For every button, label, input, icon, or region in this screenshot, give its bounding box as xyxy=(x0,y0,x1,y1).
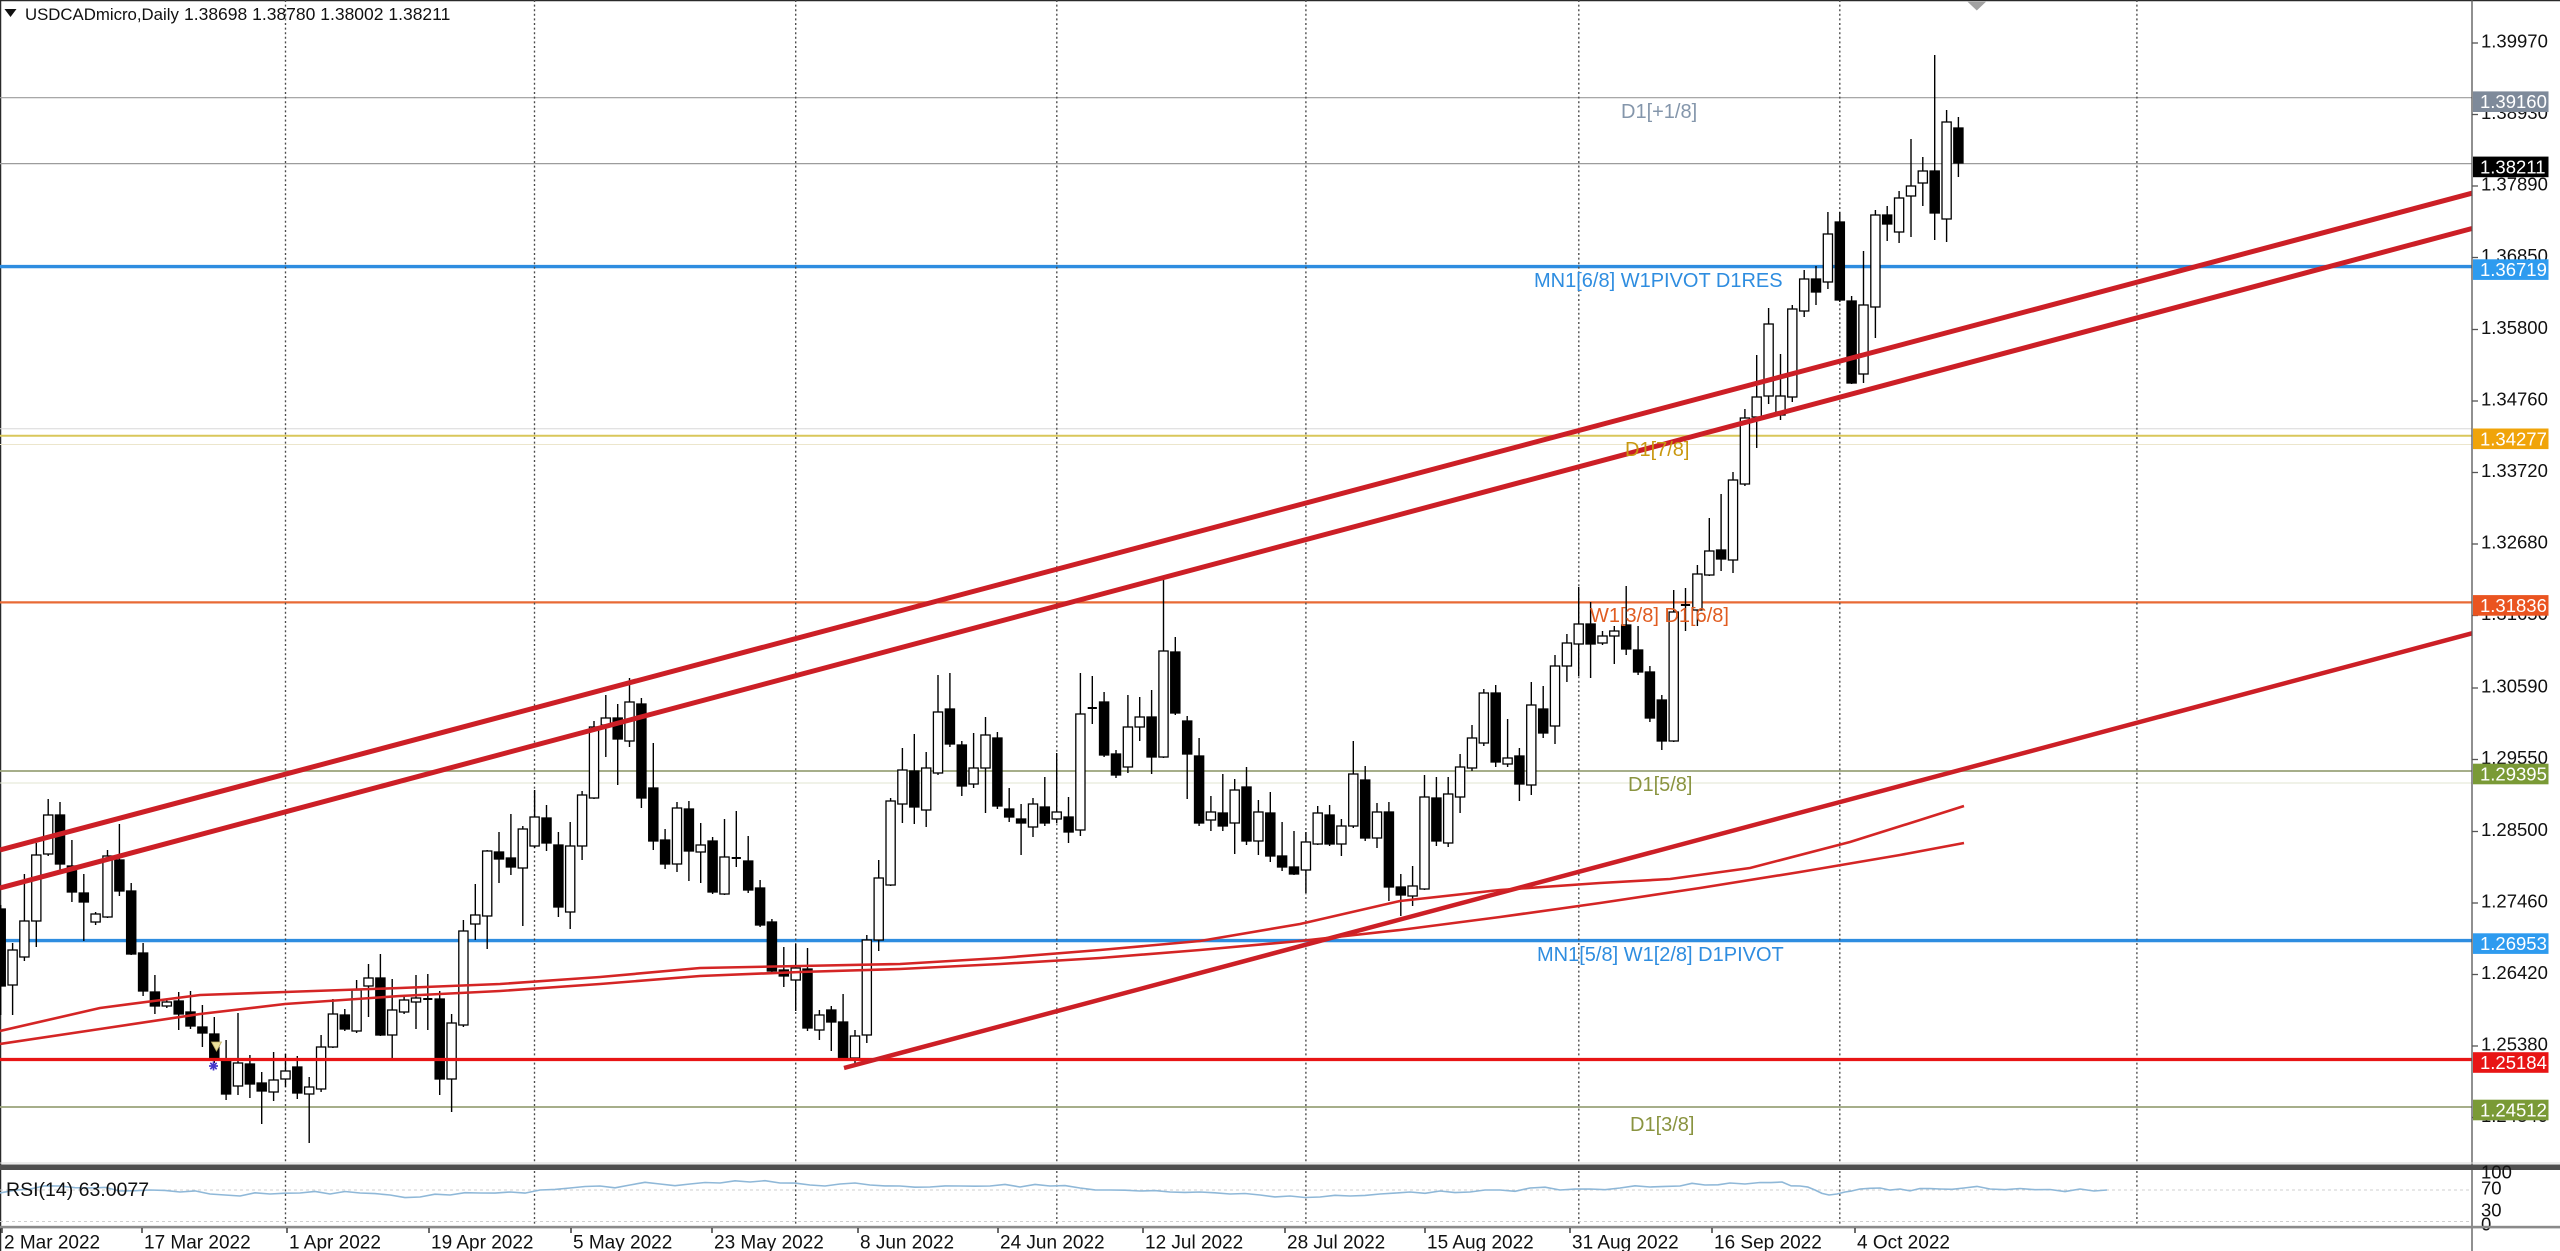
svg-text:100: 100 xyxy=(2481,1162,2512,1183)
svg-text:1.28500: 1.28500 xyxy=(2481,819,2548,840)
svg-text:1.25380: 1.25380 xyxy=(2481,1034,2548,1055)
svg-text:1.39160: 1.39160 xyxy=(2480,91,2547,112)
svg-text:1.31836: 1.31836 xyxy=(2480,595,2547,616)
svg-text:5 May 2022: 5 May 2022 xyxy=(573,1233,672,1251)
svg-text:USDCADmicro,Daily: USDCADmicro,Daily xyxy=(25,5,179,24)
svg-text:D1[+1/8]: D1[+1/8] xyxy=(1621,101,1697,123)
svg-text:28 Jul 2022: 28 Jul 2022 xyxy=(1287,1233,1385,1251)
svg-text:1.34277: 1.34277 xyxy=(2480,428,2547,449)
svg-text:MN1[6/8] W1PIVOT D1RES: MN1[6/8] W1PIVOT D1RES xyxy=(1534,270,1783,292)
svg-text:1.35800: 1.35800 xyxy=(2481,317,2548,338)
svg-text:17 Mar 2022: 17 Mar 2022 xyxy=(144,1233,251,1251)
svg-text:1.32680: 1.32680 xyxy=(2481,532,2548,553)
svg-text:D1[3/8]: D1[3/8] xyxy=(1630,1114,1694,1136)
svg-text:1.39970: 1.39970 xyxy=(2481,31,2548,52)
svg-text:1 Apr 2022: 1 Apr 2022 xyxy=(289,1233,381,1251)
svg-text:1.30590: 1.30590 xyxy=(2481,676,2548,697)
svg-text:1.29395: 1.29395 xyxy=(2480,764,2547,785)
svg-text:1.27460: 1.27460 xyxy=(2481,891,2548,912)
svg-text:23 May 2022: 23 May 2022 xyxy=(714,1233,824,1251)
svg-text:70: 70 xyxy=(2481,1178,2502,1199)
svg-text:1.36719: 1.36719 xyxy=(2480,259,2547,280)
svg-text:D1[7/8]: D1[7/8] xyxy=(1625,439,1689,461)
svg-text:1.24512: 1.24512 xyxy=(2480,1100,2547,1121)
svg-text:1.26420: 1.26420 xyxy=(2481,962,2548,983)
svg-text:24 Jun 2022: 24 Jun 2022 xyxy=(1000,1233,1105,1251)
svg-text:2 Mar 2022: 2 Mar 2022 xyxy=(4,1233,100,1251)
svg-text:8 Jun 2022: 8 Jun 2022 xyxy=(860,1233,954,1251)
svg-text:1.38211: 1.38211 xyxy=(2480,156,2546,177)
svg-text:0: 0 xyxy=(2481,1214,2491,1235)
svg-text:1.25184: 1.25184 xyxy=(2480,1052,2547,1073)
svg-text:16 Sep 2022: 16 Sep 2022 xyxy=(1714,1233,1822,1251)
svg-text:1.37890: 1.37890 xyxy=(2481,174,2548,195)
svg-text:1.33720: 1.33720 xyxy=(2481,460,2548,481)
svg-text:4 Oct 2022: 4 Oct 2022 xyxy=(1857,1233,1950,1251)
svg-text:19 Apr 2022: 19 Apr 2022 xyxy=(431,1233,533,1251)
svg-text:30: 30 xyxy=(2481,1200,2502,1221)
svg-text:D1[5/8]: D1[5/8] xyxy=(1628,774,1692,796)
svg-text:31 Aug 2022: 31 Aug 2022 xyxy=(1572,1233,1679,1251)
svg-text:1.34760: 1.34760 xyxy=(2481,389,2548,410)
svg-text:W1[3/8] D1[6/8]: W1[3/8] D1[6/8] xyxy=(1590,605,1729,627)
svg-text:RSI(14) 63.0077: RSI(14) 63.0077 xyxy=(6,1179,149,1201)
svg-text:MN1[5/8] W1[2/8] D1PIVOT: MN1[5/8] W1[2/8] D1PIVOT xyxy=(1537,944,1784,966)
svg-text:1.29550: 1.29550 xyxy=(2481,747,2548,768)
svg-text:1.26953: 1.26953 xyxy=(2480,933,2547,954)
svg-text:15 Aug 2022: 15 Aug 2022 xyxy=(1427,1233,1534,1251)
svg-text:12 Jul 2022: 12 Jul 2022 xyxy=(1145,1233,1243,1251)
svg-text:1.38698 1.38780 1.38002 1.3821: 1.38698 1.38780 1.38002 1.38211 xyxy=(184,4,450,24)
